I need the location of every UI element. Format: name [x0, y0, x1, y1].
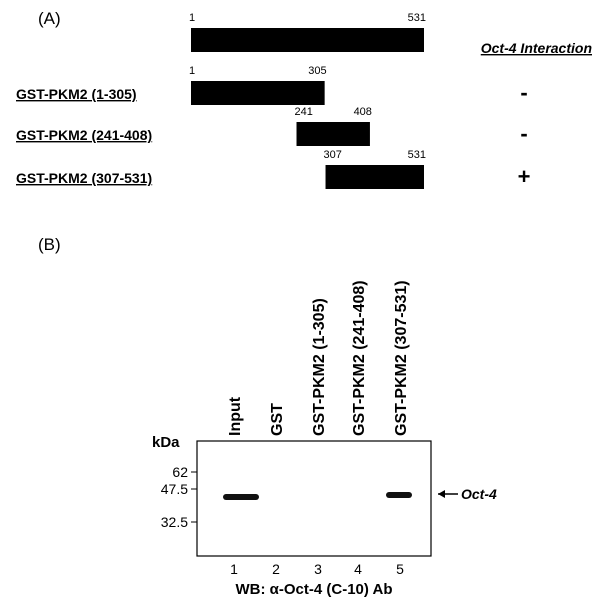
interaction-sign: -	[520, 80, 527, 105]
figure: (A) Oct-4 Interaction (B) kDa Oct-4 WB: …	[0, 0, 608, 602]
end-label: 531	[408, 149, 426, 161]
interaction-sign: -	[520, 121, 527, 146]
start-label: 241	[295, 106, 313, 118]
marker-label: 47.5	[161, 481, 188, 497]
lane-label: GST-PKM2 (1-305)	[311, 298, 328, 436]
domain-bar	[191, 28, 424, 52]
lane-number: 5	[396, 561, 404, 577]
band	[223, 494, 259, 500]
construct-name: GST-PKM2 (1-305)	[16, 86, 137, 102]
end-label: 408	[354, 106, 372, 118]
construct-name: GST-PKM2 (241-408)	[16, 127, 152, 143]
band	[386, 492, 412, 498]
end-label: 531	[408, 12, 426, 24]
start-label: 1	[189, 65, 195, 77]
band-label: Oct-4	[461, 486, 497, 502]
lane-label: GST-PKM2 (307-531)	[393, 280, 410, 436]
lane-number: 1	[230, 561, 238, 577]
lane-label: Input	[227, 396, 244, 436]
panel-label: (B)	[38, 235, 61, 254]
end-label: 305	[308, 65, 326, 77]
unit-label: kDa	[152, 434, 180, 451]
interaction-sign: +	[518, 164, 531, 189]
marker-label: 32.5	[161, 514, 188, 530]
start-label: 307	[324, 149, 342, 161]
interaction-header: Oct-4 Interaction	[481, 40, 592, 56]
caption: WB: α-Oct-4 (C-10) Ab	[236, 581, 393, 598]
lane-label: GST-PKM2 (241-408)	[351, 280, 368, 436]
domain-bar	[297, 122, 370, 146]
panel-label: (A)	[38, 9, 61, 28]
lane-number: 4	[354, 561, 362, 577]
marker-label: 62	[172, 464, 188, 480]
lane-label: GST	[269, 403, 286, 436]
lane-number: 2	[272, 561, 280, 577]
domain-bar	[326, 165, 424, 189]
domain-bar	[191, 81, 325, 105]
start-label: 1	[189, 12, 195, 24]
lane-number: 3	[314, 561, 322, 577]
construct-name: GST-PKM2 (307-531)	[16, 170, 152, 186]
page: {"panel_a": {"label": "(A)", "interactio…	[0, 0, 608, 607]
arrow-head	[438, 490, 445, 498]
